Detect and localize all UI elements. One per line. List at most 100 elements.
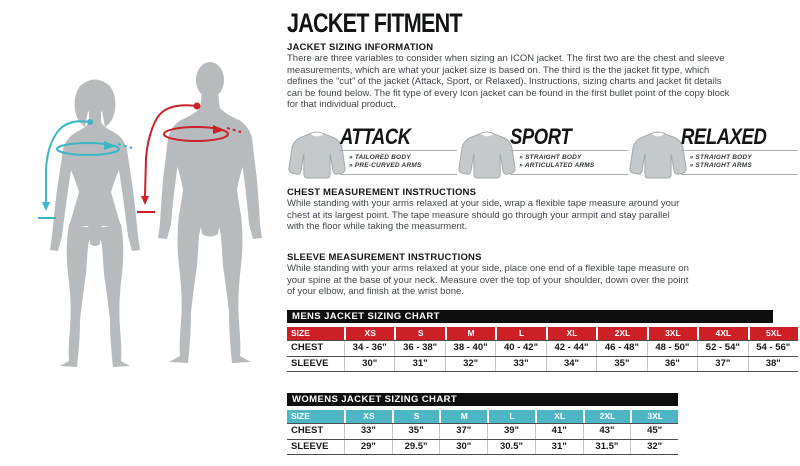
womens-sizing-chart: WOMENS JACKET SIZING CHART SIZE XS S M L XL 2X…	[287, 393, 678, 455]
size-column-header: L	[495, 327, 546, 340]
chart-row: CHEST 33" 35" 37" 39" 41" 43" 45"	[287, 424, 678, 439]
measurement-figures	[0, 0, 287, 466]
size-column-header: 4XL	[697, 327, 748, 340]
chart-row: SLEEVE 29" 29.5" 30" 30.5" 31" 31.5" 32"	[287, 439, 678, 454]
row-label: CHEST	[291, 342, 324, 353]
row-label: SLEEVE	[291, 441, 329, 452]
womens-chart-header-row: SIZE XS S M L XL 2XL 3XL	[287, 410, 678, 423]
fit-bullet: » TAILORED BODY	[349, 154, 411, 161]
sizing-information-heading: JACKET SIZING INFORMATION	[287, 42, 434, 53]
measurement-cell: 41"	[534, 424, 583, 439]
female-chest-measure-ellipse	[56, 142, 120, 156]
fit-types-band: ATTACK » TAILORED BODY » PRE-CURVED ARMS…	[287, 125, 798, 187]
fit-bullet: » STRAIGHT BODY	[519, 154, 582, 161]
male-chest-measure-ellipse	[163, 126, 229, 142]
fit-name-sport: SPORT	[510, 124, 572, 149]
measurement-cell: 29"	[344, 440, 392, 454]
male-torso	[174, 108, 246, 216]
measurement-cell: 30"	[344, 357, 394, 371]
measurement-cell: 36 - 38"	[394, 341, 444, 356]
mens-chart-title: MENS JACKET SIZING CHART	[287, 310, 773, 323]
womens-chart-body: CHEST 33" 35" 37" 39" 41" 43" 45" SLEEVE 29" 29.5"…	[287, 423, 678, 455]
measurement-cell: 37"	[697, 357, 747, 371]
divider	[680, 174, 798, 175]
size-column-header: 3XL	[646, 327, 698, 340]
measurement-cell: 35"	[596, 357, 646, 371]
fit-card-attack: ATTACK » TAILORED BODY » PRE-CURVED ARMS	[287, 124, 458, 187]
divider	[510, 174, 628, 175]
fit-bullet: » PRE-CURVED ARMS	[349, 162, 422, 169]
measurement-cell: 45"	[630, 424, 678, 439]
male-right-arm	[235, 120, 262, 239]
measurement-cell: 40 - 42"	[495, 341, 545, 356]
sleeve-instructions-heading: SLEEVE MEASUREMENT INSTRUCTIONS	[287, 252, 482, 263]
fit-bullet: » ARTICULATED ARMS	[519, 162, 595, 169]
measurement-cell: 32"	[444, 357, 495, 371]
jacket-icon	[288, 131, 346, 179]
row-label: SLEEVE	[291, 358, 329, 369]
measurement-cell: 43"	[582, 424, 631, 439]
chest-instructions-heading: CHEST MEASUREMENT INSTRUCTIONS	[287, 187, 477, 198]
size-column-header: XL	[545, 327, 597, 340]
fit-bullet: » STRAIGHT ARMS	[689, 162, 752, 169]
size-column-header: 2XL	[582, 410, 631, 423]
female-measure-arrows	[38, 119, 133, 219]
male-head	[196, 62, 224, 98]
size-row-header: SIZE	[287, 410, 344, 423]
measurement-cell: 48 - 50"	[646, 341, 697, 356]
male-left-arm	[158, 120, 185, 239]
content-column: JACKET FITMENT JACKET SIZING INFORMATION…	[287, 8, 798, 458]
fit-name-relaxed: RELAXED	[680, 124, 767, 149]
female-silhouette	[38, 79, 140, 367]
size-column-header: XL	[534, 410, 583, 423]
male-measure-arrows	[137, 102, 242, 213]
size-column-header: XS	[344, 327, 395, 340]
measurement-cell: 52 - 54"	[697, 341, 747, 356]
male-silhouette	[137, 62, 262, 363]
measurement-cell: 31"	[534, 440, 583, 454]
row-label: CHEST	[291, 425, 324, 436]
male-left-leg	[169, 214, 203, 363]
jacket-icon	[458, 131, 516, 179]
measurement-cell: 42 - 44"	[545, 341, 596, 356]
measurement-cell: 46 - 48"	[596, 341, 646, 356]
sizing-information-body: There are three variables to consider wh…	[287, 53, 730, 111]
male-sleeve-measure-arrow	[144, 104, 198, 197]
measurement-cell: 37"	[439, 424, 487, 439]
measurement-cell: 30.5"	[487, 440, 535, 454]
measurement-cell: 35"	[391, 424, 440, 439]
size-column-header: XS	[344, 410, 392, 423]
divider	[340, 174, 458, 175]
male-right-leg	[217, 214, 251, 363]
fit-card-sport: SPORT » STRAIGHT BODY » ARTICULATED ARMS	[457, 124, 628, 187]
measurement-cell: 29.5"	[391, 440, 440, 454]
size-column-header: M	[439, 410, 488, 423]
divider	[340, 150, 458, 151]
measurement-cell: 38"	[747, 357, 798, 371]
size-column-header: 2XL	[596, 327, 647, 340]
female-right-leg	[98, 224, 130, 367]
jacket-icon	[628, 131, 687, 179]
measurement-cell: 33"	[344, 424, 392, 439]
chart-row: SLEEVE 30" 31" 32" 33" 34" 35" 36" 37" 38"	[287, 356, 798, 371]
sleeve-instructions-body: While standing with your arms relaxed at…	[287, 263, 689, 298]
measurement-cell: 31"	[394, 357, 444, 371]
measurement-cell: 32"	[630, 440, 678, 454]
female-head	[83, 84, 107, 114]
fit-bullet: » STRAIGHT BODY	[689, 154, 752, 161]
mens-sizing-chart: MENS JACKET SIZING CHART SIZE XS S M L XL 2XL 3…	[287, 310, 798, 372]
measurement-cell: 36"	[646, 357, 697, 371]
fit-card-relaxed: RELAXED » STRAIGHT BODY » STRAIGHT ARMS	[628, 125, 798, 187]
womens-chart-title: WOMENS JACKET SIZING CHART	[287, 393, 678, 406]
female-left-arm	[50, 133, 78, 251]
fit-name-attack: ATTACK	[340, 124, 411, 149]
measurement-cell: 31.5"	[582, 440, 631, 454]
female-sleeve-measure-arrow	[45, 120, 91, 202]
chart-row: CHEST 34 - 36" 36 - 38" 38 - 40" 40 - 42" 42 …	[287, 341, 798, 356]
measurement-cell: 54 - 56"	[747, 341, 798, 356]
size-column-header: L	[487, 410, 535, 423]
mens-chart-header-row: SIZE XS S M L XL 2XL 3XL 4XL 5XL	[287, 327, 798, 340]
female-left-leg	[60, 224, 92, 367]
page-title: JACKET FITMENT	[287, 8, 463, 38]
